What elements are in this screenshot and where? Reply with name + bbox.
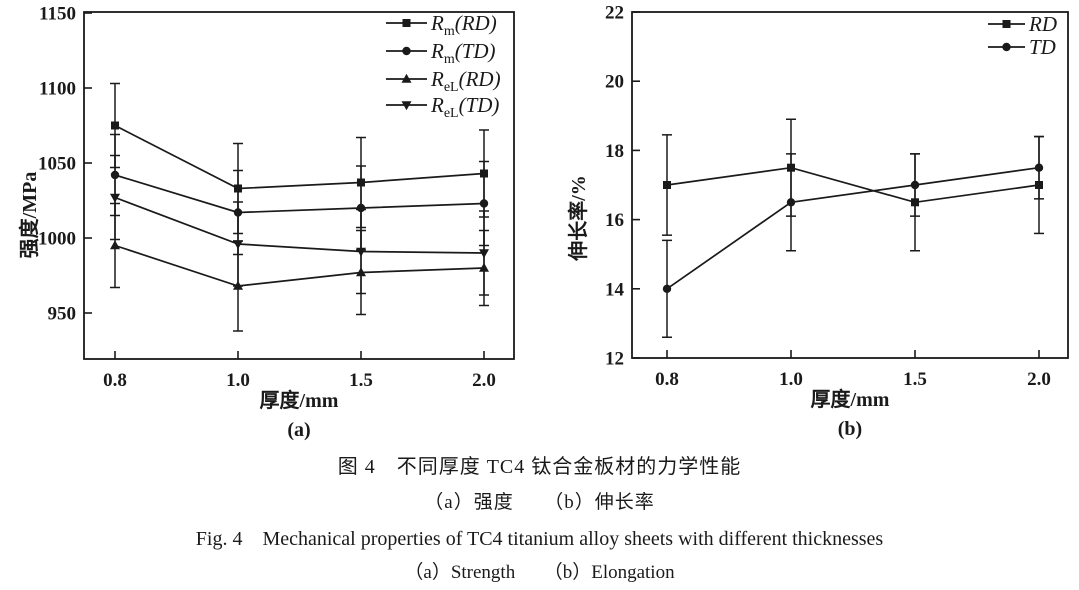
caption-chinese-subtitle: （a）强度 （b）伸长率 <box>424 492 655 513</box>
triangle-down-marker-icon <box>110 193 120 203</box>
chart-strength-panel-a: 950 1000 1050 1100 1150 0.8 1.0 1.5 2.0 厚度/mm 强度/M… <box>17 4 515 441</box>
square-marker-icon <box>111 121 119 130</box>
y-tick-label: 18 <box>605 141 624 162</box>
square-marker-icon <box>1002 20 1011 28</box>
y-axis: 12 14 16 18 20 22 <box>605 3 640 370</box>
y-tick-label: 12 <box>605 349 624 370</box>
legend-label: TD <box>1029 35 1056 59</box>
legend-label: ReL(RD) <box>430 67 501 95</box>
x-axis: 0.8 1.0 1.5 2.0 <box>655 350 1051 390</box>
x-axis: 0.8 1.0 1.5 2.0 <box>103 351 496 391</box>
series-line <box>114 196 485 254</box>
panel-label: (a) <box>287 419 310 441</box>
y-axis: 950 1000 1050 1100 1150 <box>38 4 92 325</box>
x-tick-label: 1.5 <box>349 370 373 391</box>
circle-marker-icon <box>479 199 489 208</box>
y-tick-label: 16 <box>605 210 624 231</box>
x-tick-label: 1.5 <box>903 369 927 390</box>
x-tick-label: 1.0 <box>226 370 250 391</box>
caption-english-subtitle: （a）Strength （b）Elongation <box>404 562 675 583</box>
series-RD <box>662 118 1044 252</box>
triangle-down-marker-icon <box>479 249 489 259</box>
triangle-up-marker-icon <box>110 240 120 250</box>
error-bars <box>110 202 489 332</box>
panel-label: (b) <box>838 418 862 440</box>
chart-elongation-panel-b: 12 14 16 18 20 22 0.8 1.0 1.5 2.0 厚度/mm 伸长率/% (b) RDT… <box>566 3 1069 440</box>
x-tick-label: 2.0 <box>472 370 496 391</box>
x-tick-label: 2.0 <box>1027 369 1051 390</box>
x-axis-title: 厚度/mm <box>811 387 890 411</box>
series-TD <box>662 135 1044 338</box>
series-ReL(RD) <box>110 202 489 332</box>
legend-label: Rm(RD) <box>430 11 497 39</box>
y-tick-label: 1100 <box>39 79 76 100</box>
series-line <box>666 166 1040 204</box>
legend-label: ReL(TD) <box>430 93 499 121</box>
triangle-down-marker-icon <box>233 240 243 250</box>
y-tick-label: 14 <box>605 279 625 300</box>
y-tick-label: 1050 <box>38 154 76 175</box>
caption-english-title: Fig. 4 Mechanical properties of TC4 tita… <box>195 528 884 550</box>
x-tick-label: 1.0 <box>779 369 803 390</box>
y-axis-title: 伸长率/% <box>566 175 590 262</box>
y-tick-label: 1000 <box>38 229 76 250</box>
y-axis-title: 强度/MPa <box>17 172 41 259</box>
triangle-up-marker-icon <box>401 73 412 83</box>
circle-marker-icon <box>662 284 672 293</box>
series-line <box>114 174 485 214</box>
circle-marker-icon <box>1002 42 1011 52</box>
error-bars <box>662 135 1044 338</box>
square-marker-icon <box>402 19 411 27</box>
y-tick-label: 22 <box>605 3 624 24</box>
series-line <box>114 124 485 190</box>
series-line <box>114 244 485 287</box>
triangle-down-marker-icon <box>401 101 412 111</box>
legend: Rm(RD)Rm(TD)ReL(RD)ReL(TD) <box>386 11 501 121</box>
y-tick-label: 20 <box>605 72 624 93</box>
series-line <box>666 166 1040 290</box>
x-axis-title: 厚度/mm <box>260 388 339 412</box>
circle-marker-icon <box>1034 163 1044 172</box>
circle-marker-icon <box>910 180 920 190</box>
legend-label: Rm(TD) <box>430 39 496 67</box>
circle-marker-icon <box>402 46 411 56</box>
circle-marker-icon <box>786 198 796 207</box>
legend-label: RD <box>1028 12 1057 36</box>
plot-border <box>83 11 515 360</box>
square-marker-icon <box>663 181 671 189</box>
series-ReL(TD) <box>110 154 489 296</box>
y-tick-label: 1150 <box>39 4 76 25</box>
y-tick-label: 950 <box>48 304 77 325</box>
triangle-down-marker-icon <box>356 247 366 257</box>
caption-chinese-title: 图 4 不同厚度 TC4 钛合金板材的力学性能 <box>337 456 742 478</box>
error-bars <box>110 154 489 296</box>
x-tick-label: 0.8 <box>655 369 679 390</box>
plot-border <box>631 11 1069 359</box>
x-tick-label: 0.8 <box>103 370 127 391</box>
